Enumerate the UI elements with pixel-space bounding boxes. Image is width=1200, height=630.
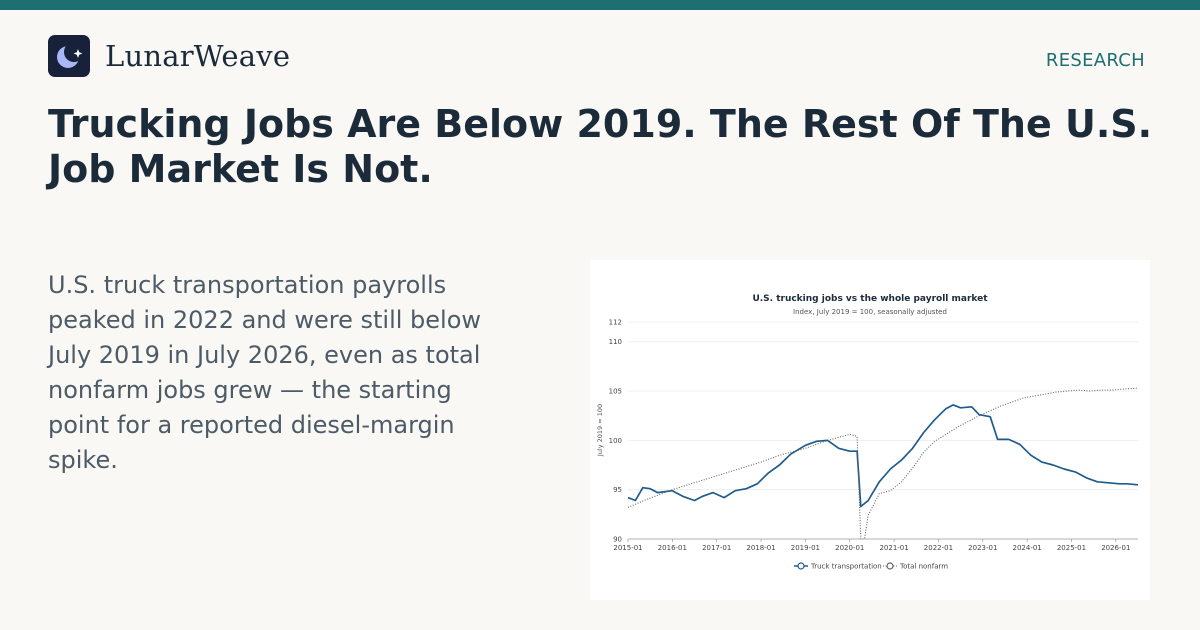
summary-text: U.S. truck transportation payrolls peake… <box>48 271 482 474</box>
x-tick-label: 2023-01 <box>968 544 997 552</box>
x-tick-label: 2024-01 <box>1013 544 1042 552</box>
top-accent-bar <box>0 0 1200 10</box>
series-line-truck-transportation <box>627 404 1139 508</box>
nav-research-link[interactable]: RESEARCH <box>1045 50 1145 71</box>
legend-marker <box>886 562 894 570</box>
series-line-total-nonfarm <box>627 387 1139 540</box>
x-tick-label: 2020-01 <box>835 544 864 552</box>
legend-marker <box>797 562 805 570</box>
y-tick-label: 110 <box>609 338 622 346</box>
x-tick-label: 2019-01 <box>791 544 820 552</box>
brand[interactable]: LunarWeave <box>48 35 290 77</box>
x-tick-label: 2021-01 <box>879 544 908 552</box>
line-chart: U.S. trucking jobs vs the whole payroll … <box>596 294 1139 571</box>
crescent-moon-star-icon <box>48 35 90 77</box>
page-title: Trucking Jobs Are Below 2019. The Rest O… <box>48 102 1153 191</box>
y-tick-label: 105 <box>609 388 622 396</box>
y-tick-label: 95 <box>613 486 622 494</box>
x-tick-label: 2022-01 <box>924 544 953 552</box>
chart-card: U.S. trucking jobs vs the whole payroll … <box>590 260 1150 600</box>
x-tick-label: 2015-01 <box>613 544 642 552</box>
y-tick-label: 112 <box>609 319 622 327</box>
y-axis-label: July 2019 = 100 <box>596 404 604 457</box>
legend-label: Truck transportation <box>810 563 882 571</box>
x-tick-label: 2025-01 <box>1057 544 1086 552</box>
y-tick-label: 100 <box>609 437 622 445</box>
legend-label: Total nonfarm <box>899 563 948 571</box>
x-tick-label: 2017-01 <box>702 544 731 552</box>
x-tick-label: 2026-01 <box>1101 544 1130 552</box>
x-tick-label: 2018-01 <box>746 544 775 552</box>
chart-subtitle: Index, July 2019 = 100, seasonally adjus… <box>793 308 947 316</box>
chart-title: U.S. trucking jobs vs the whole payroll … <box>752 294 988 304</box>
brand-name: LunarWeave <box>105 39 291 73</box>
x-tick-label: 2016-01 <box>658 544 687 552</box>
y-tick-label: 90 <box>613 536 622 544</box>
